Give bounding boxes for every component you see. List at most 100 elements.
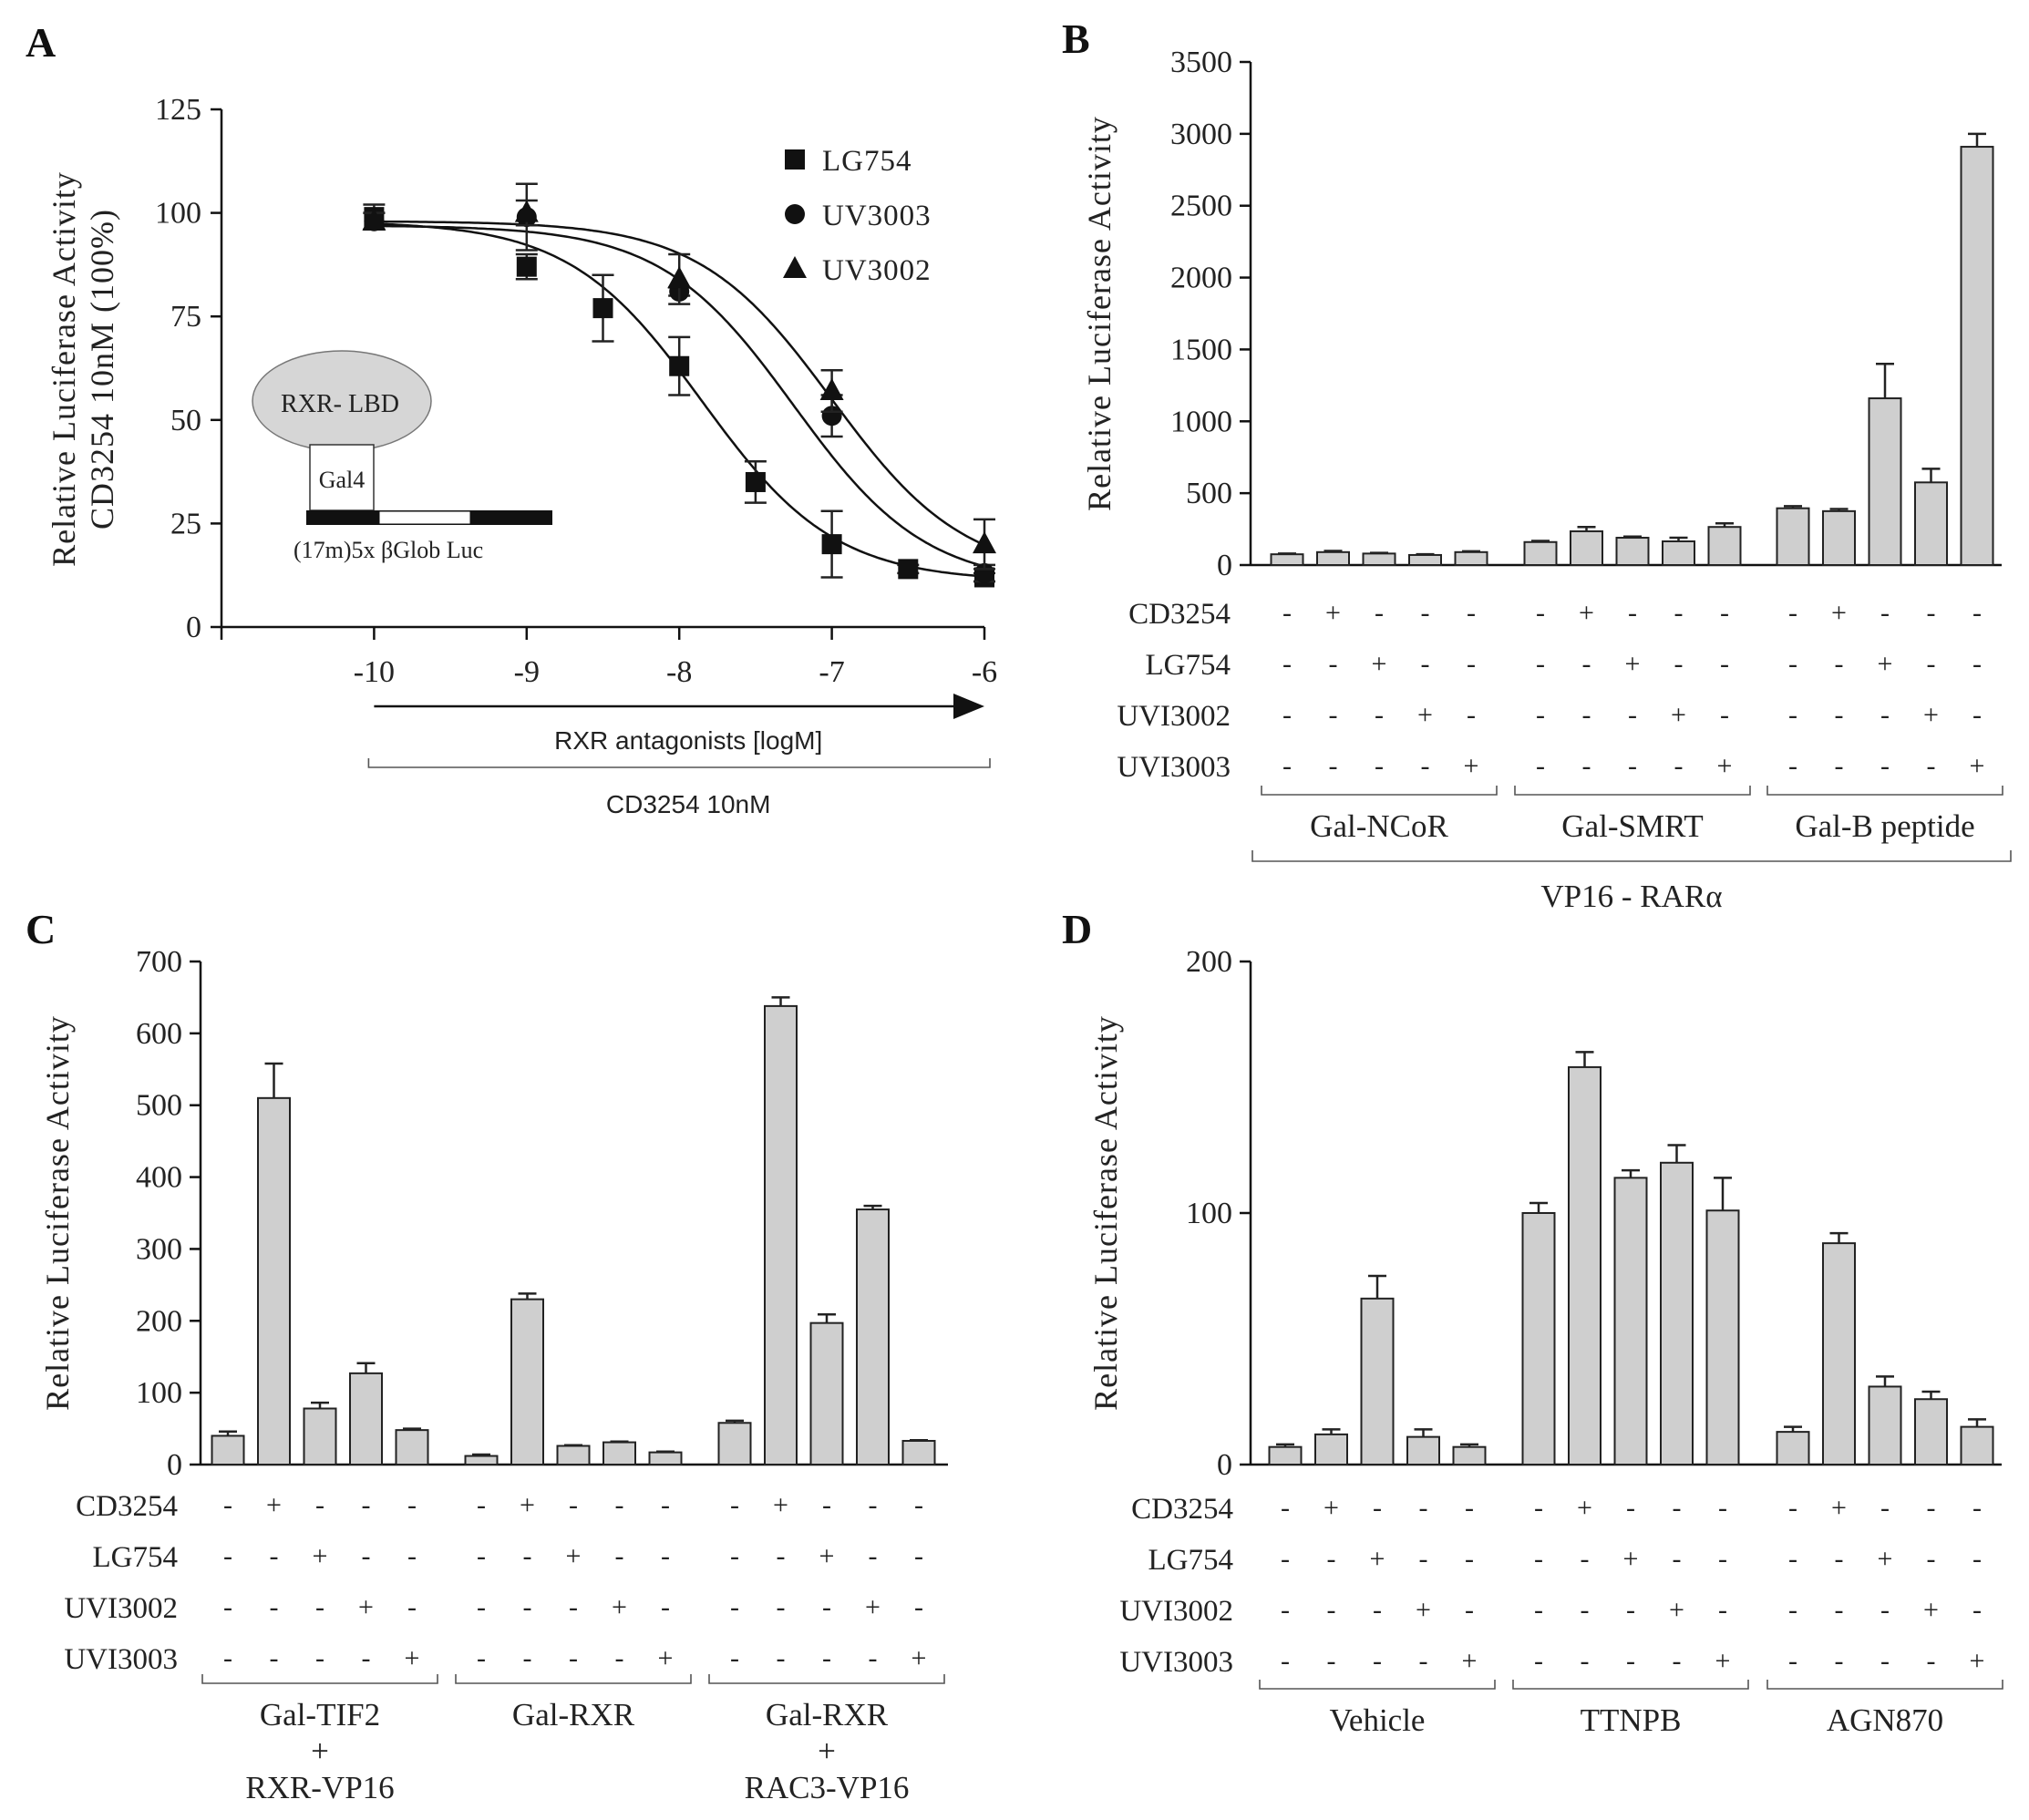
condition-label-uvi3003: UVI3003 [64, 1643, 178, 1676]
sign-minus: - [1582, 649, 1591, 679]
bglob-box [378, 510, 471, 525]
data-point [898, 559, 919, 580]
sign-minus: - [315, 1643, 324, 1673]
sign-minus: - [1373, 1493, 1382, 1523]
sign-plus: + [1462, 1646, 1478, 1676]
group-label: RAC3-VP16 [745, 1770, 910, 1805]
sign-plus: + [313, 1541, 328, 1571]
bar [1316, 550, 1350, 567]
sign-minus: - [1581, 1646, 1590, 1676]
sign-minus: - [1972, 1493, 1982, 1523]
sign-plus: + [1671, 700, 1686, 730]
sign-minus: - [1788, 751, 1797, 781]
sign-minus: - [1927, 1646, 1936, 1676]
sign-minus: - [569, 1490, 578, 1520]
sign-minus: - [1626, 1595, 1635, 1625]
bar-group-3: - + - - -- - + - -- - - + -- - - - +Gal-RXR+RAC3-VP16 [708, 996, 945, 1805]
sign-minus: - [1375, 700, 1384, 730]
y-tick-label: 100 [1186, 1197, 1232, 1230]
panel-letter-d: D [1062, 906, 1092, 952]
condition-label-lg754: LG754 [1148, 1544, 1234, 1577]
bar [211, 1434, 245, 1466]
y-tick-label: 125 [155, 93, 201, 127]
y-axis-label-text: Relative Luciferase Activity [39, 1015, 76, 1411]
sign-minus: - [1720, 649, 1729, 679]
bar [1707, 526, 1742, 566]
y-tick-label: 2500 [1170, 190, 1232, 223]
sign-minus: - [1628, 751, 1637, 781]
condition-label-lg754: LG754 [1146, 649, 1231, 682]
sign-minus: - [914, 1490, 923, 1520]
y-axis-label-text: Relative Luciferase Activity [1087, 1015, 1124, 1411]
sign-minus: - [869, 1541, 878, 1571]
sign-minus: - [1835, 649, 1844, 679]
bar [1521, 1212, 1556, 1465]
sign-minus: - [1880, 751, 1890, 781]
sign-minus: - [1718, 1493, 1727, 1523]
sign-minus: - [1880, 1595, 1890, 1625]
y-tick-label: 0 [186, 611, 201, 644]
sign-minus: - [1880, 1493, 1890, 1523]
sign-minus: - [1419, 1544, 1428, 1574]
bar [648, 1451, 683, 1465]
sign-plus: + [1464, 751, 1479, 781]
bar [809, 1321, 844, 1466]
bar [510, 1298, 544, 1465]
super-label: VP16 - RARα [1540, 879, 1722, 914]
sign-minus: - [1536, 649, 1545, 679]
sign-minus: - [869, 1490, 878, 1520]
construct-label: (17m)5x βGlob Luc [294, 537, 483, 563]
group-label: Gal-RXR [512, 1697, 635, 1733]
sign-minus: - [223, 1592, 232, 1622]
bar [1960, 146, 1994, 566]
bar [1822, 1242, 1856, 1465]
bar [1868, 1385, 1902, 1465]
sign-minus: - [315, 1592, 324, 1622]
sign-plus: + [1417, 700, 1433, 730]
sign-minus: - [661, 1541, 670, 1571]
bar [349, 1372, 383, 1466]
condition-label-lg754: LG754 [93, 1541, 179, 1574]
y-tick-label: 3500 [1170, 46, 1232, 79]
condition-label-cd3254: CD3254 [1128, 598, 1231, 631]
sign-plus: + [1878, 1544, 1893, 1574]
sign-minus: - [1626, 1646, 1635, 1676]
sign-minus: - [1835, 751, 1844, 781]
y-tick-label: 0 [1217, 549, 1232, 582]
group-bracket [1766, 1680, 2003, 1690]
sign-minus: - [270, 1592, 279, 1622]
sign-minus: - [270, 1643, 279, 1673]
sign-plus: + [1416, 1595, 1431, 1625]
group-bracket [1766, 786, 2003, 796]
condition-label-uvi3002: UVI3002 [64, 1592, 178, 1625]
super-bracket [1251, 850, 2012, 862]
sign-minus: - [477, 1643, 486, 1673]
y-tick-label: 25 [170, 507, 201, 540]
group-label: Gal-RXR [766, 1697, 889, 1733]
sign-minus: - [223, 1643, 232, 1673]
sign-plus: + [1715, 1646, 1731, 1676]
bar [1615, 537, 1650, 567]
sign-minus: - [1673, 1493, 1682, 1523]
sign-minus: - [1927, 751, 1936, 781]
sign-minus: - [1673, 1544, 1682, 1574]
y-tick-label: 500 [1186, 477, 1232, 510]
group-label: Gal-B peptide [1795, 808, 1974, 844]
bar [395, 1429, 429, 1465]
sign-minus: - [1835, 1646, 1844, 1676]
sign-minus: - [1582, 700, 1591, 730]
sign-minus: - [1465, 1595, 1474, 1625]
condition-label-uvi3002: UVI3002 [1119, 1595, 1233, 1628]
sign-minus: - [1327, 1646, 1336, 1676]
condition-label-cd3254: CD3254 [1131, 1493, 1233, 1526]
bar [1822, 509, 1856, 566]
sign-plus: + [1878, 649, 1893, 679]
group-bracket [1261, 786, 1498, 796]
sign-minus: - [477, 1541, 486, 1571]
group-label: + [818, 1733, 836, 1769]
legend-marker-uv3003 [785, 204, 805, 224]
bar [1270, 553, 1304, 567]
bar [1268, 1445, 1303, 1466]
sign-minus: - [1788, 700, 1797, 730]
sign-minus: - [407, 1490, 417, 1520]
